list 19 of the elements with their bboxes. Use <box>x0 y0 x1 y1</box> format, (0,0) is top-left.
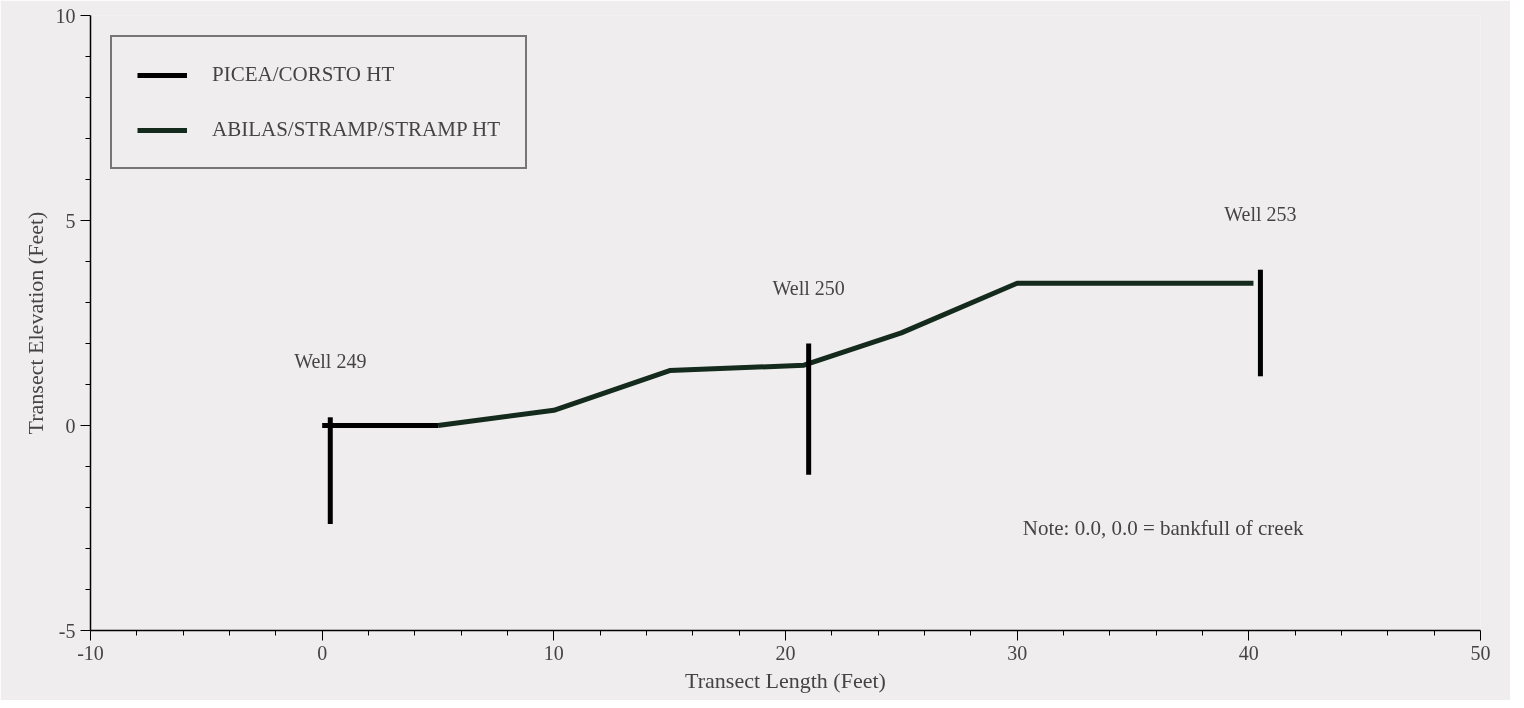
annotation: Well 249 <box>294 350 367 373</box>
legend-label: ABILAS/STRAMP/STRAMP HT <box>212 117 501 142</box>
y-tick-label: 10 <box>55 4 76 27</box>
annotation: Well 250 <box>772 276 845 299</box>
x-axis-title: Transect Length (Feet) <box>685 667 886 693</box>
x-tick-label: -10 <box>77 641 104 664</box>
x-tick-label: 0 <box>317 641 328 664</box>
x-tick-label: 20 <box>775 641 796 664</box>
legend-label: PICEA/CORSTO HT <box>212 62 395 87</box>
y-tick-label: -5 <box>58 619 76 642</box>
y-tick-label: 0 <box>65 414 76 437</box>
annotation: Note: 0.0, 0.0 = bankfull of creek <box>1022 516 1304 540</box>
x-tick-label: 50 <box>1470 641 1491 664</box>
x-tick-label: 10 <box>543 641 564 664</box>
x-tick-label: 30 <box>1007 641 1028 664</box>
y-tick-label: 5 <box>65 209 76 232</box>
x-tick-label: 40 <box>1238 641 1259 664</box>
annotation: Well 253 <box>1224 202 1297 225</box>
y-axis-title: Transect Elevation (Feet) <box>22 211 48 435</box>
